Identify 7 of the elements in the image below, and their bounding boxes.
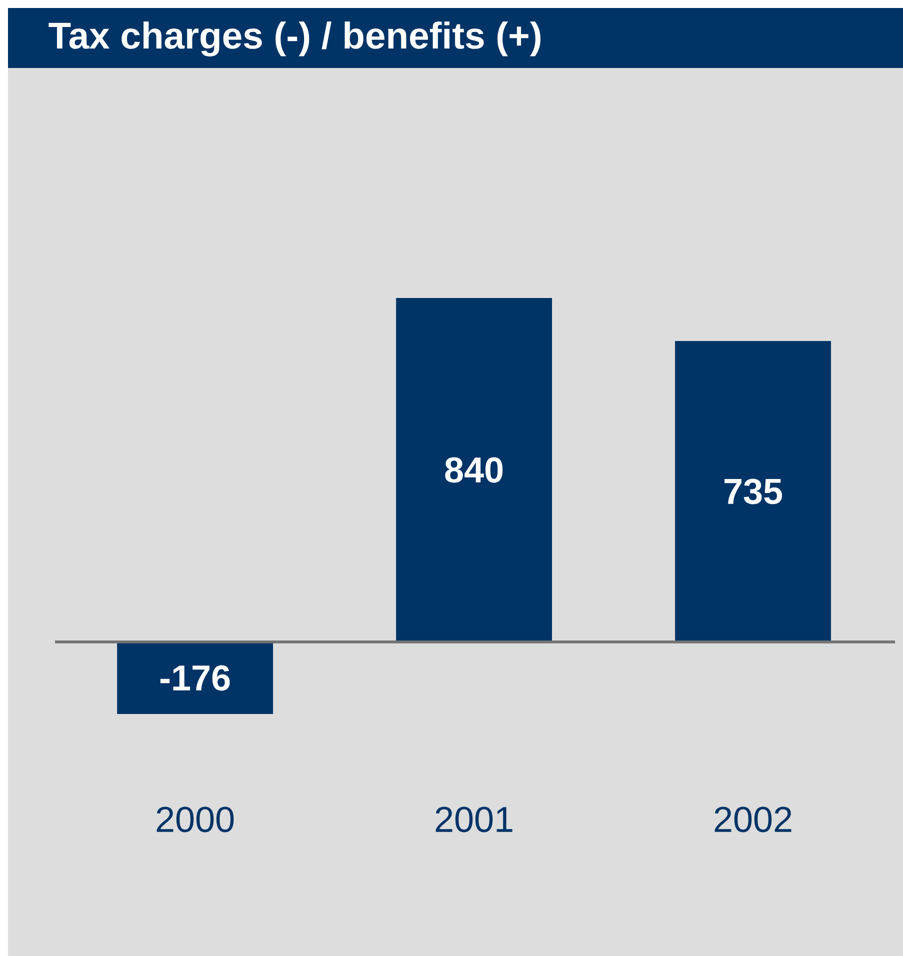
x-tick-label: 2001: [436, 806, 512, 832]
data-label: 735: [724, 478, 782, 504]
data-label: 840: [445, 457, 503, 483]
x-tick-label: 2000: [156, 806, 234, 832]
data-label: -176: [160, 665, 230, 691]
x-tick-label: 2002: [714, 806, 792, 832]
chart-title: Tax charges (-) / benefits (+): [48, 22, 540, 56]
